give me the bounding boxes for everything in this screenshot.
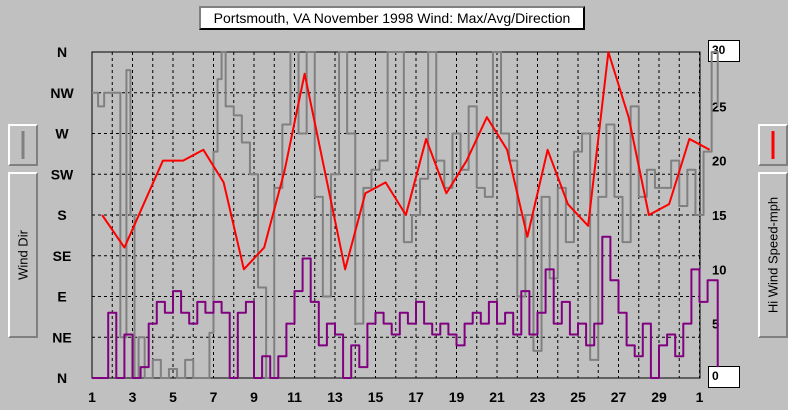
x-tick-label: 1 <box>696 389 704 405</box>
dir-tick-label: S <box>57 207 66 223</box>
wind-dir-legend-swatch-box <box>8 124 38 166</box>
dir-tick-label: N <box>57 44 67 60</box>
series-hi-wind-speed-mph <box>101 51 711 271</box>
x-tick-label: 3 <box>129 389 137 405</box>
dir-tick-label: E <box>57 289 66 305</box>
x-tick-label: 23 <box>530 389 546 405</box>
x-tick-label: 17 <box>408 389 424 405</box>
speed-axis-min-box: 0 <box>708 366 740 388</box>
x-tick-label: 25 <box>570 389 586 405</box>
x-tick-label: 7 <box>210 389 218 405</box>
dir-tick-label: NE <box>52 329 71 345</box>
x-tick-label: 19 <box>449 389 465 405</box>
wind-dir-legend-swatch <box>21 131 25 159</box>
dir-tick-label: SE <box>53 248 72 264</box>
speed-tick-label: 25 <box>712 99 726 114</box>
x-tick-label: 21 <box>489 389 505 405</box>
dir-tick-label: SW <box>51 166 74 182</box>
x-tick-label: 11 <box>287 389 302 405</box>
wind-dir-label-box: Wind Dir <box>8 172 38 338</box>
x-tick-label: 13 <box>327 389 343 405</box>
series-wind-dir <box>92 51 719 379</box>
x-tick-label: 9 <box>250 389 258 405</box>
speed-tick-label: 5 <box>712 317 719 332</box>
speed-tick-label: 15 <box>712 208 726 223</box>
x-tick-label: 15 <box>368 389 384 405</box>
series-avg-wind-speed-mph <box>92 235 719 379</box>
speed-tick-label: 10 <box>712 262 726 277</box>
speed-axis-max-box: 30 <box>708 40 740 62</box>
dir-tick-label: W <box>55 126 69 142</box>
max-speed-legend-swatch-box <box>758 124 788 166</box>
x-tick-label: 27 <box>611 389 627 405</box>
x-tick-label: 29 <box>651 389 667 405</box>
speed-tick-label: 20 <box>712 154 726 169</box>
chart-title: Portsmouth, VA November 1998 Wind: Max/A… <box>199 6 585 30</box>
dir-tick-label: NW <box>50 85 74 101</box>
x-tick-label: 1 <box>88 389 96 405</box>
max-speed-legend-swatch <box>771 131 775 159</box>
x-tick-label: 5 <box>169 389 177 405</box>
dir-tick-label: N <box>57 370 67 386</box>
speed-label-box: Hi Wind Speed-mph <box>758 172 788 338</box>
